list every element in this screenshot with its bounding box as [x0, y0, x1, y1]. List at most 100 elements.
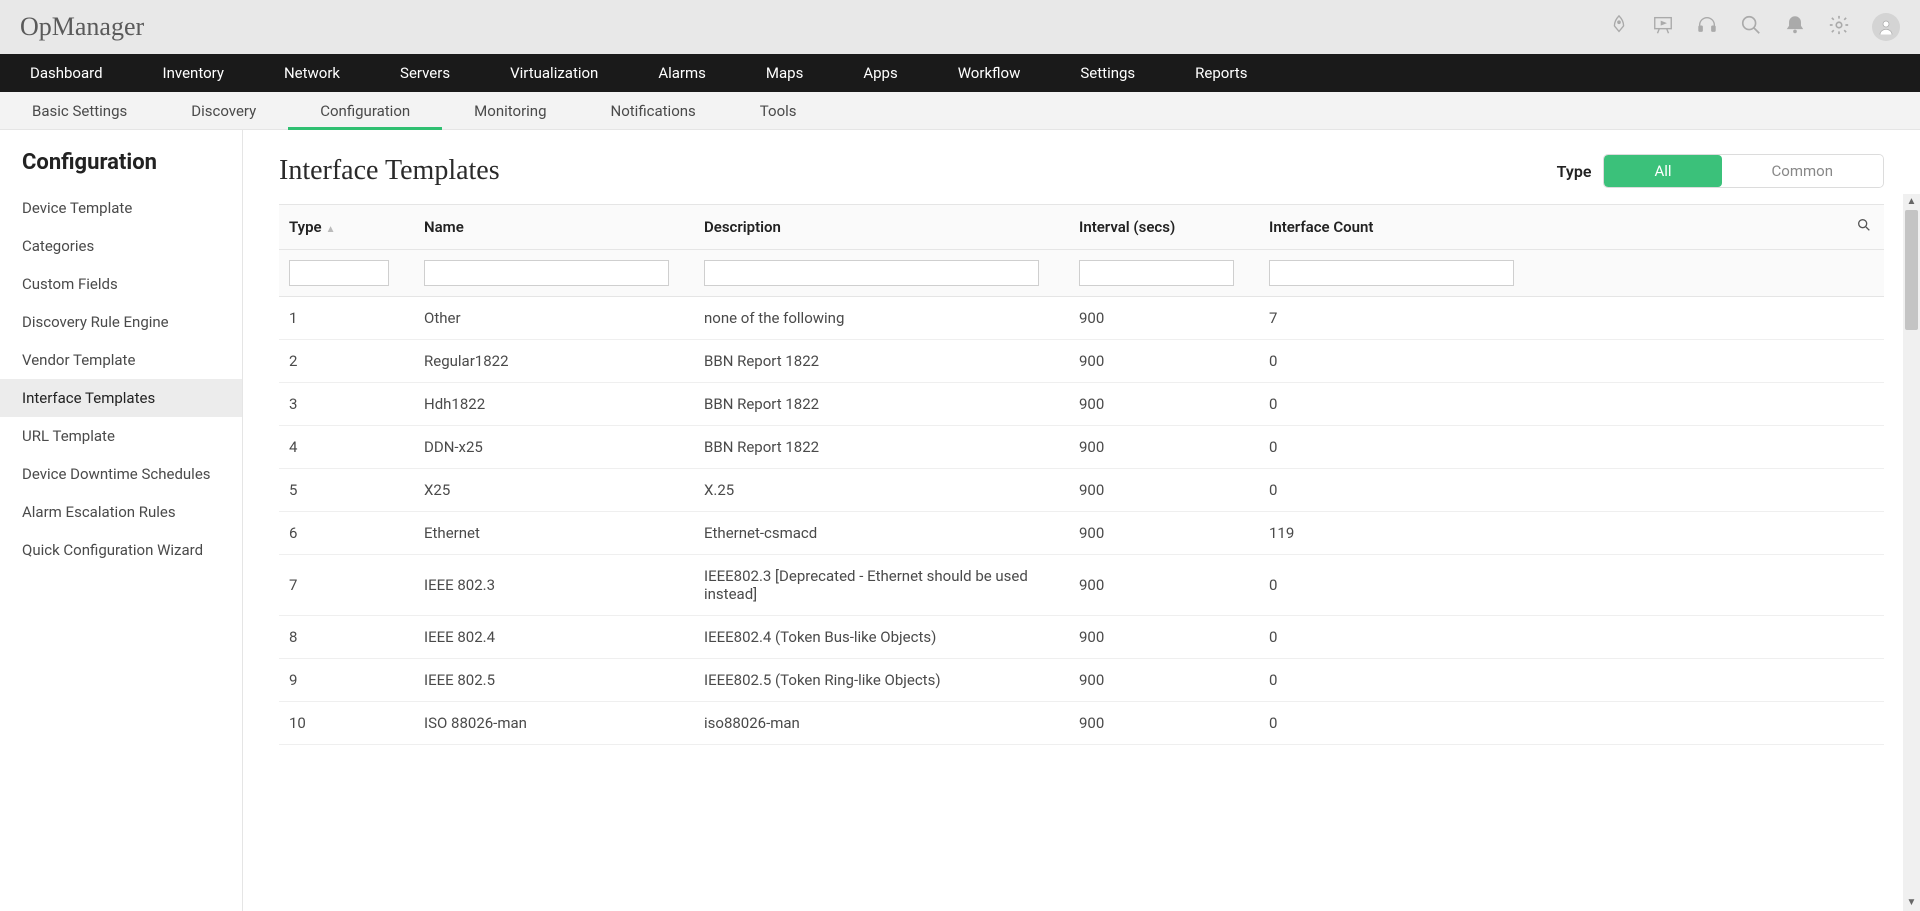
cell-count: 0	[1259, 469, 1844, 512]
cell-desc: BBN Report 1822	[694, 340, 1069, 383]
sidebar-item-alarm-escalation-rules[interactable]: Alarm Escalation Rules	[0, 493, 242, 531]
sidebar-item-device-downtime-schedules[interactable]: Device Downtime Schedules	[0, 455, 242, 493]
sidebar-item-interface-templates[interactable]: Interface Templates	[0, 379, 242, 417]
nav-item-settings[interactable]: Settings	[1050, 54, 1165, 92]
cell-type: 5	[279, 469, 414, 512]
cell-interval: 900	[1069, 616, 1259, 659]
sidebar-item-device-template[interactable]: Device Template	[0, 189, 242, 227]
filter-type-input[interactable]	[289, 260, 389, 286]
nav-item-apps[interactable]: Apps	[833, 54, 927, 92]
cell-name: Ethernet	[414, 512, 694, 555]
col-header-count[interactable]: Interface Count	[1259, 205, 1844, 250]
cell-type: 6	[279, 512, 414, 555]
nav-item-servers[interactable]: Servers	[370, 54, 480, 92]
filter-name-input[interactable]	[424, 260, 669, 286]
table-row[interactable]: 5X25X.259000	[279, 469, 1884, 512]
cell-name: ISO 88026-man	[414, 702, 694, 745]
cell-desc: none of the following	[694, 297, 1069, 340]
sidebar-item-categories[interactable]: Categories	[0, 227, 242, 265]
secondary-nav: Basic SettingsDiscoveryConfigurationMoni…	[0, 92, 1920, 130]
search-icon[interactable]	[1740, 14, 1762, 40]
bell-icon[interactable]	[1784, 14, 1806, 40]
sidebar-item-custom-fields[interactable]: Custom Fields	[0, 265, 242, 303]
table-row[interactable]: 3Hdh1822BBN Report 18229000	[279, 383, 1884, 426]
cell-name: Hdh1822	[414, 383, 694, 426]
table-search-icon[interactable]	[1844, 205, 1884, 250]
nav-item-workflow[interactable]: Workflow	[928, 54, 1051, 92]
avatar-icon[interactable]	[1872, 13, 1900, 41]
cell-type: 4	[279, 426, 414, 469]
cell-interval: 900	[1069, 340, 1259, 383]
type-tabs: AllCommon	[1603, 154, 1884, 188]
headset-icon[interactable]	[1696, 14, 1718, 40]
cell-type: 1	[279, 297, 414, 340]
cell-count: 0	[1259, 702, 1844, 745]
cell-desc: BBN Report 1822	[694, 426, 1069, 469]
table-row[interactable]: 10ISO 88026-maniso88026-man9000	[279, 702, 1884, 745]
nav-item-network[interactable]: Network	[254, 54, 370, 92]
table-header-row: Type▲ Name Description Interval (secs) I…	[279, 205, 1884, 250]
table-row[interactable]: 7IEEE 802.3IEEE802.3 [Deprecated - Ether…	[279, 555, 1884, 616]
nav-item-reports[interactable]: Reports	[1165, 54, 1277, 92]
topbar-icons	[1608, 13, 1900, 41]
content: Interface Templates Type AllCommon Type▲…	[243, 130, 1920, 911]
nav-item-maps[interactable]: Maps	[736, 54, 833, 92]
sidebar: Configuration Device TemplateCategoriesC…	[0, 130, 243, 911]
sidebar-item-quick-configuration-wizard[interactable]: Quick Configuration Wizard	[0, 531, 242, 569]
cell-desc: BBN Report 1822	[694, 383, 1069, 426]
nav-item-dashboard[interactable]: Dashboard	[0, 54, 133, 92]
table-row[interactable]: 1Othernone of the following9007	[279, 297, 1884, 340]
nav-item-alarms[interactable]: Alarms	[628, 54, 736, 92]
subnav-item-discovery[interactable]: Discovery	[159, 92, 288, 129]
type-tab-common[interactable]: Common	[1722, 155, 1883, 187]
primary-nav: DashboardInventoryNetworkServersVirtuali…	[0, 54, 1920, 92]
table-row[interactable]: 8IEEE 802.4IEEE802.4 (Token Bus-like Obj…	[279, 616, 1884, 659]
subnav-item-notifications[interactable]: Notifications	[579, 92, 728, 129]
subnav-item-basic-settings[interactable]: Basic Settings	[0, 92, 159, 129]
table-row[interactable]: 9IEEE 802.5IEEE802.5 (Token Ring-like Ob…	[279, 659, 1884, 702]
cell-type: 7	[279, 555, 414, 616]
col-header-name[interactable]: Name	[414, 205, 694, 250]
cell-desc: iso88026-man	[694, 702, 1069, 745]
col-header-interval[interactable]: Interval (secs)	[1069, 205, 1259, 250]
cell-count: 0	[1259, 659, 1844, 702]
rocket-icon[interactable]	[1608, 14, 1630, 40]
scroll-track[interactable]	[1903, 210, 1920, 895]
presentation-icon[interactable]	[1652, 14, 1674, 40]
cell-type: 10	[279, 702, 414, 745]
nav-item-virtualization[interactable]: Virtualization	[480, 54, 628, 92]
cell-count: 0	[1259, 383, 1844, 426]
scrollbar[interactable]: ▲ ▼	[1903, 194, 1920, 911]
table-row[interactable]: 6EthernetEthernet-csmacd900119	[279, 512, 1884, 555]
filter-interval-input[interactable]	[1079, 260, 1234, 286]
cell-type: 3	[279, 383, 414, 426]
scroll-thumb[interactable]	[1905, 210, 1918, 330]
scroll-down-icon[interactable]: ▼	[1907, 895, 1917, 911]
cell-interval: 900	[1069, 426, 1259, 469]
scroll-up-icon[interactable]: ▲	[1907, 194, 1917, 210]
type-filter-label: Type	[1557, 162, 1592, 181]
filter-count-input[interactable]	[1269, 260, 1514, 286]
type-filter: Type AllCommon	[1557, 154, 1884, 188]
table-row[interactable]: 4DDN-x25BBN Report 18229000	[279, 426, 1884, 469]
subnav-item-monitoring[interactable]: Monitoring	[442, 92, 578, 129]
type-tab-all[interactable]: All	[1604, 155, 1721, 187]
sidebar-item-vendor-template[interactable]: Vendor Template	[0, 341, 242, 379]
col-header-type[interactable]: Type▲	[279, 205, 414, 250]
filter-desc-input[interactable]	[704, 260, 1039, 286]
cell-interval: 900	[1069, 555, 1259, 616]
table-row[interactable]: 2Regular1822BBN Report 18229000	[279, 340, 1884, 383]
table: Type▲ Name Description Interval (secs) I…	[279, 204, 1884, 901]
col-header-description[interactable]: Description	[694, 205, 1069, 250]
subnav-item-tools[interactable]: Tools	[728, 92, 829, 129]
cell-desc: IEEE802.4 (Token Bus-like Objects)	[694, 616, 1069, 659]
cell-name: IEEE 802.4	[414, 616, 694, 659]
sidebar-item-url-template[interactable]: URL Template	[0, 417, 242, 455]
cell-name: X25	[414, 469, 694, 512]
sidebar-item-discovery-rule-engine[interactable]: Discovery Rule Engine	[0, 303, 242, 341]
cell-name: Regular1822	[414, 340, 694, 383]
gear-icon[interactable]	[1828, 14, 1850, 40]
cell-type: 9	[279, 659, 414, 702]
nav-item-inventory[interactable]: Inventory	[133, 54, 254, 92]
subnav-item-configuration[interactable]: Configuration	[288, 92, 442, 129]
